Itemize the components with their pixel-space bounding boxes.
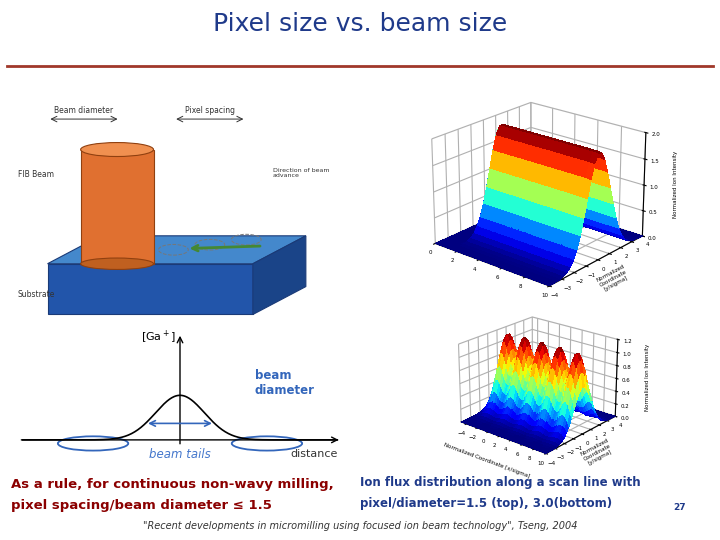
Text: Beam diameter: Beam diameter bbox=[55, 106, 114, 114]
Text: FIB Beam: FIB Beam bbox=[18, 171, 54, 179]
Ellipse shape bbox=[81, 143, 153, 157]
Text: beam
diameter: beam diameter bbox=[255, 369, 315, 396]
Text: As a rule, for continuous non-wavy milling,: As a rule, for continuous non-wavy milli… bbox=[11, 478, 333, 491]
Text: Pixel spacing: Pixel spacing bbox=[185, 106, 235, 114]
Text: Pixel size vs. beam size: Pixel size vs. beam size bbox=[213, 12, 507, 36]
Text: pixel spacing/beam diameter ≤ 1.5: pixel spacing/beam diameter ≤ 1.5 bbox=[11, 500, 271, 512]
Text: Substrate: Substrate bbox=[18, 290, 55, 299]
Text: 27: 27 bbox=[673, 503, 686, 512]
X-axis label: Normalized Coordinate [x/sigma]: Normalized Coordinate [x/sigma] bbox=[443, 442, 531, 479]
Polygon shape bbox=[48, 236, 306, 264]
Y-axis label: Normalized
Coordinate
[y/sigma]: Normalized Coordinate [y/sigma] bbox=[580, 438, 615, 467]
Text: distance: distance bbox=[290, 449, 338, 459]
Bar bbox=[81, 150, 153, 264]
Ellipse shape bbox=[81, 258, 153, 269]
Text: "Recent developments in micromilling using focused ion beam technology", Tseng, : "Recent developments in micromilling usi… bbox=[143, 521, 577, 531]
Text: pixel/diameter=1.5 (top), 3.0(bottom): pixel/diameter=1.5 (top), 3.0(bottom) bbox=[360, 497, 612, 510]
Text: Direction of beam
advance: Direction of beam advance bbox=[273, 167, 329, 178]
Y-axis label: Normalized
Coordinate
[y/sigma]: Normalized Coordinate [y/sigma] bbox=[595, 264, 631, 293]
Text: [Ga$^+$]: [Ga$^+$] bbox=[140, 328, 176, 346]
Text: Ion flux distribution along a scan line with: Ion flux distribution along a scan line … bbox=[360, 476, 641, 489]
Polygon shape bbox=[253, 236, 306, 314]
Polygon shape bbox=[48, 264, 253, 314]
Text: beam tails: beam tails bbox=[149, 448, 211, 461]
